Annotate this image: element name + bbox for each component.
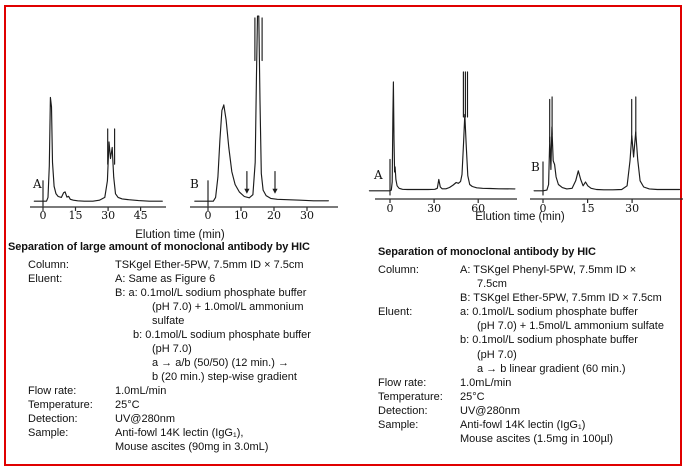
x-tick-label: 30	[300, 209, 314, 222]
spec-label: Eluent:	[28, 273, 63, 285]
x-tick-label: 10	[234, 209, 248, 222]
spec-row-temperature: Temperature: 25°C	[28, 398, 342, 412]
spec-line: Mouse ascites (90mg in 3.0mL)	[115, 441, 269, 453]
spec-line: Anti-fowl 14K lectin (IgG₁)	[460, 419, 586, 432]
x-tick-label: 0	[205, 209, 212, 222]
spec-line: (pH 7.0)	[477, 348, 517, 361]
spec-line: 1.0mL/min	[115, 385, 167, 397]
spec-value: A: TSKgel Phenyl-5PW, 7.5mm ID × 7.5cm B…	[460, 263, 686, 305]
left-caption-title: Separation of large amount of monoclonal…	[8, 241, 310, 253]
spec-line: a: 0.1mol/L sodium phosphate buffer	[460, 306, 638, 319]
spec-line: A: Same as Figure 6	[115, 273, 216, 285]
spec-row-flow-rate: Flow rate: 1.0mL/min	[28, 384, 342, 398]
spec-label: Column:	[378, 264, 419, 276]
spec-value: 1.0mL/min	[460, 376, 686, 390]
spec-row-temperature: Temperature: 25°C	[378, 390, 686, 404]
spec-label: Detection:	[378, 404, 428, 417]
spec-value: a: 0.1mol/L sodium phosphate buffer (pH …	[460, 305, 686, 375]
spec-row-sample: Sample: Anti-fowl 14K lectin (IgG₁), Mou…	[28, 426, 342, 454]
spec-value: Anti-fowl 14K lectin (IgG₁), Mouse ascit…	[115, 426, 342, 454]
spec-line: 7.5cm	[477, 278, 507, 291]
spec-line: b: 0.1mol/L sodium phosphate buffer	[133, 329, 311, 341]
gradient-step-arrowhead	[272, 188, 278, 194]
spec-row-eluent: Eluent: A: Same as Figure 6 B: a: 0.1mol…	[28, 272, 342, 384]
chromatogram-trace	[194, 15, 329, 202]
spec-value: 1.0mL/min	[115, 384, 342, 398]
spec-line: UV@280nm	[115, 413, 176, 425]
panel-label: A	[32, 177, 42, 191]
spec-line: 25°C	[115, 399, 140, 411]
chromatogram-right-panel-A: 0 30 60 A	[368, 71, 517, 215]
spec-line: b (20 min.) step-wise gradient	[152, 371, 297, 383]
spec-value: 25°C	[115, 398, 342, 412]
x-tick-label: 30	[625, 202, 639, 215]
spec-value: A: Same as Figure 6 B: a: 0.1mol/L sodiu…	[115, 272, 342, 384]
spec-label: Flow rate:	[28, 385, 77, 397]
spec-value: UV@280nm	[460, 404, 686, 418]
left-spec-table: Column: TSKgel Ether-5PW, 7.5mm ID × 7.5…	[28, 258, 342, 454]
spec-line: (pH 7.0) + 1.0mol/L ammonium	[152, 301, 304, 313]
x-axis-title-left: Elution time (min)	[135, 229, 225, 241]
x-tick-label: 0	[387, 202, 394, 215]
x-tick-label: 45	[134, 209, 148, 222]
spec-label: Sample:	[28, 427, 69, 439]
spec-label: Temperature:	[28, 399, 93, 411]
spec-row-column: Column: TSKgel Ether-5PW, 7.5mm ID × 7.5…	[28, 258, 342, 272]
panel-label: B	[531, 160, 540, 174]
x-tick-label: 20	[267, 209, 281, 222]
chromatogram-right-panel-B: 0 15 30 B	[530, 96, 683, 215]
spec-line: a → a/b (50/50) (12 min.) →	[152, 357, 289, 369]
x-tick-label: 60	[471, 202, 485, 215]
spec-value: Anti-fowl 14K lectin (IgG₁) Mouse ascite…	[460, 418, 686, 446]
gradient-step-arrowhead	[244, 188, 250, 194]
spec-line: b: 0.1mol/L sodium phosphate buffer	[460, 334, 638, 347]
spec-line: B: TSKgel Ether-5PW, 7.5mm ID × 7.5cm	[460, 292, 662, 305]
spec-line: 1.0mL/min	[460, 376, 512, 389]
spec-row-eluent: Eluent: a: 0.1mol/L sodium phosphate buf…	[378, 305, 686, 375]
spec-line: UV@280nm	[460, 404, 521, 417]
chromatogram-trace	[368, 81, 516, 192]
panel-label: B	[190, 177, 199, 191]
spec-label: Eluent:	[378, 306, 413, 319]
spec-value: TSKgel Ether-5PW, 7.5mm ID × 7.5cm	[115, 258, 342, 272]
spec-line: B: a: 0.1mol/L sodium phosphate buffer	[115, 287, 307, 299]
x-axis-title-right: Elution time (min)	[475, 211, 565, 223]
x-tick-label: 30	[101, 209, 115, 222]
spec-row-flow-rate: Flow rate: 1.0mL/min	[378, 376, 686, 390]
panel-label: A	[373, 168, 383, 182]
chromatogram-left-panel-B: 0 10 20 30 B	[190, 15, 338, 222]
spec-row-column: Column: A: TSKgel Phenyl-5PW, 7.5mm ID ×…	[378, 263, 686, 305]
x-tick-label: 0	[540, 202, 547, 215]
spec-row-sample: Sample: Anti-fowl 14K lectin (IgG₁) Mous…	[378, 418, 686, 446]
spec-line: Mouse ascites (1.5mg in 100µl)	[460, 433, 614, 446]
x-tick-label: 0	[40, 209, 47, 222]
right-caption-title: Separation of monoclonal antibody by HIC	[378, 246, 596, 258]
x-tick-label: 30	[427, 202, 441, 215]
chromatogram-trace	[533, 126, 681, 192]
spec-row-detection: Detection: UV@280nm	[378, 404, 686, 418]
x-tick-label: 15	[581, 202, 595, 215]
spec-label: Column:	[28, 259, 69, 271]
spec-label: Sample:	[378, 419, 419, 432]
chromatogram-trace	[33, 96, 163, 202]
spec-value: UV@280nm	[115, 412, 342, 426]
spec-label: Flow rate:	[378, 376, 427, 389]
spec-label: Temperature:	[378, 390, 443, 403]
spec-label: Detection:	[28, 413, 78, 425]
chromatogram-left-panel-A: 0 15 30 45 A	[30, 96, 166, 222]
spec-line: (pH 7.0) + 1.5mol/L ammonium sulfate	[477, 320, 664, 333]
spec-line: A: TSKgel Phenyl-5PW, 7.5mm ID ×	[460, 264, 637, 276]
x-tick-label: 15	[69, 209, 83, 222]
spec-line: 25°C	[460, 390, 485, 403]
spec-line: Anti-fowl 14K lectin (IgG₁),	[115, 427, 244, 439]
right-spec-table: Column: A: TSKgel Phenyl-5PW, 7.5mm ID ×…	[378, 263, 686, 446]
spec-line: (pH 7.0)	[152, 343, 192, 355]
spec-line: sulfate	[152, 315, 185, 327]
spec-line: TSKgel Ether-5PW, 7.5mm ID × 7.5cm	[115, 259, 304, 271]
spec-line: a → b linear gradient (60 min.)	[477, 362, 626, 375]
spec-row-detection: Detection: UV@280nm	[28, 412, 342, 426]
spec-value: 25°C	[460, 390, 686, 404]
